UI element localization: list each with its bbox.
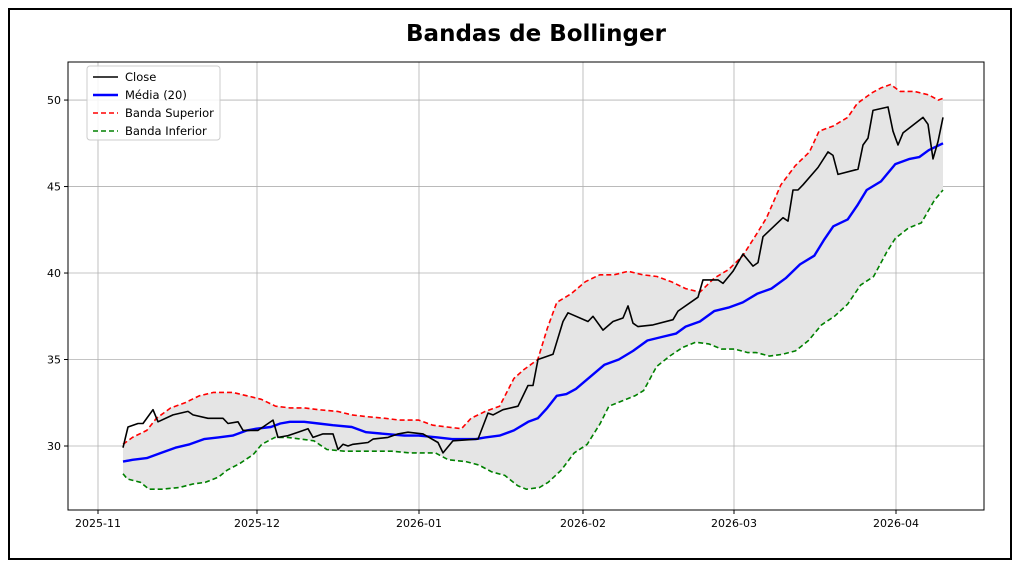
- x-tick-label: 2026-03: [711, 517, 757, 530]
- y-tick-label: 35: [47, 354, 61, 367]
- band-fill-area: [123, 84, 943, 490]
- legend-box: [86, 65, 221, 141]
- legend-label: Banda Superior: [125, 106, 214, 120]
- legend-label: Banda Inferior: [125, 124, 207, 138]
- x-axis-ticks: 2025-11 2025-12 2026-01 2026-02 2026-03 2026-…: [75, 510, 919, 530]
- x-tick-label: 2026-04: [873, 517, 919, 530]
- series-line-banda-superior: [122, 83, 944, 445]
- chart-title: Bandas de Bollinger: [406, 21, 666, 47]
- band-fill: [123, 84, 943, 490]
- plot-area-border: [67, 61, 985, 511]
- x-tick-label: 2026-01: [396, 517, 442, 530]
- legend: Close Média (20) Banda Superior Banda Infer…: [86, 65, 221, 141]
- y-tick-label: 50: [47, 94, 61, 107]
- y-tick-label: 30: [47, 440, 61, 453]
- y-tick-label: 45: [47, 181, 61, 194]
- title-box: Bandas de Bollinger: [366, 16, 706, 56]
- series-line-close: [122, 106, 944, 454]
- series-lines: [122, 83, 944, 491]
- legend-label: Média (20): [125, 88, 187, 102]
- legend-label: Close: [125, 70, 156, 84]
- y-axis-ticks: 30 35 40 45 50: [47, 94, 68, 453]
- x-tick-label: 2025-12: [234, 517, 280, 530]
- x-tick-label: 2026-02: [560, 517, 606, 530]
- x-tick-label: 2025-11: [75, 517, 121, 530]
- y-tick-label: 40: [47, 267, 61, 280]
